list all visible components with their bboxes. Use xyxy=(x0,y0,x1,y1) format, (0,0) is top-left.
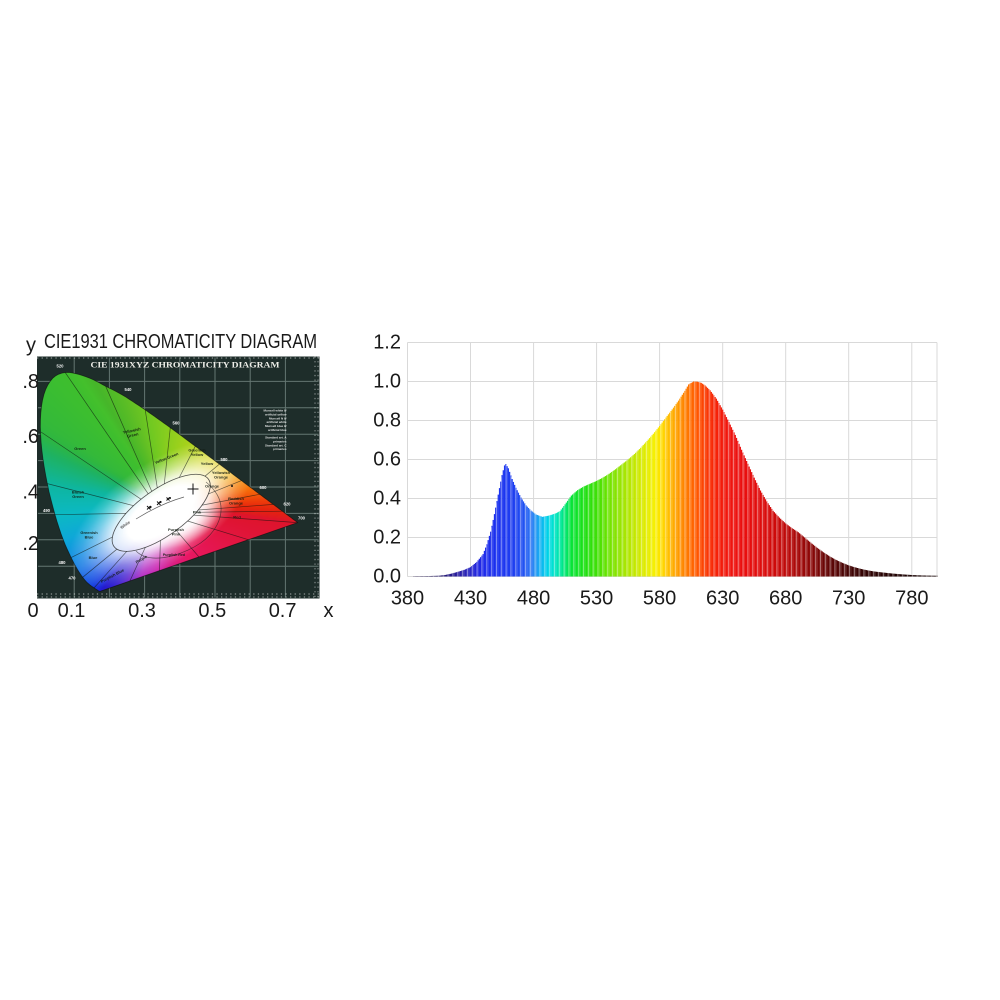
svg-text:490: 490 xyxy=(43,508,51,513)
svg-text:Green: Green xyxy=(74,446,86,451)
svg-text:Orange: Orange xyxy=(229,501,244,506)
svg-text:700: 700 xyxy=(298,516,306,521)
svg-text:1.0: 1.0 xyxy=(373,371,401,393)
svg-text:Greenish: Greenish xyxy=(80,530,98,535)
svg-text:Yellow: Yellow xyxy=(191,452,204,457)
svg-text:0.5: 0.5 xyxy=(198,600,226,622)
svg-text:0: 0 xyxy=(27,600,38,622)
svg-text:primaries: primaries xyxy=(273,447,287,451)
svg-text:Pink: Pink xyxy=(172,532,181,537)
svg-text:Blue: Blue xyxy=(89,555,98,560)
svg-text:artificial blue: artificial blue xyxy=(268,428,287,432)
svg-text:.4: .4 xyxy=(22,482,39,504)
svg-text:.6: .6 xyxy=(22,426,39,448)
svg-text:Green: Green xyxy=(72,494,84,499)
svg-text:480: 480 xyxy=(59,560,67,565)
svg-text:Purplish: Purplish xyxy=(168,527,185,532)
svg-text:x: x xyxy=(324,600,334,622)
svg-text:Reddish: Reddish xyxy=(228,496,244,501)
svg-text:Pink: Pink xyxy=(193,510,202,515)
svg-text:Greenish: Greenish xyxy=(188,448,206,453)
svg-text:730: 730 xyxy=(832,588,865,610)
svg-text:0.8: 0.8 xyxy=(373,410,401,432)
svg-text:primaries: primaries xyxy=(273,439,287,443)
svg-text:540: 540 xyxy=(125,387,133,392)
svg-text:480: 480 xyxy=(517,588,550,610)
svg-text:Red: Red xyxy=(233,515,241,520)
svg-text:0.7: 0.7 xyxy=(269,600,297,622)
svg-text:Yellowish: Yellowish xyxy=(212,470,231,475)
svg-text:Purplish Red: Purplish Red xyxy=(163,553,185,557)
svg-text:620: 620 xyxy=(284,502,292,507)
svg-text:0.6: 0.6 xyxy=(373,449,401,471)
svg-text:Bluish: Bluish xyxy=(72,490,85,495)
svg-text:0.3: 0.3 xyxy=(128,600,156,622)
svg-text:560: 560 xyxy=(173,421,181,426)
svg-text:Munsell blue 9/: Munsell blue 9/ xyxy=(265,424,287,428)
svg-text:artificial yellow: artificial yellow xyxy=(265,412,287,416)
svg-text:Blue: Blue xyxy=(85,535,94,540)
svg-text:artificial white: artificial white xyxy=(266,420,286,424)
svg-text:520: 520 xyxy=(57,364,65,369)
svg-text:430: 430 xyxy=(454,588,487,610)
svg-text:Purplish Blue: Purplish Blue xyxy=(100,567,126,584)
svg-text:Yellowish: Yellowish xyxy=(122,426,141,435)
svg-text:Standard art. A: Standard art. A xyxy=(265,436,287,440)
svg-text:600: 600 xyxy=(260,485,268,490)
svg-text:Orange: Orange xyxy=(214,475,229,480)
svg-text:Orange: Orange xyxy=(205,484,220,489)
svg-text:780: 780 xyxy=(895,588,928,610)
svg-text:580: 580 xyxy=(643,588,676,610)
svg-text:380: 380 xyxy=(391,588,424,610)
svg-text:Munsell white 9/: Munsell white 9/ xyxy=(263,409,286,413)
svg-text:CIE 1931XYZ CHROMATICITY DIAGR: CIE 1931XYZ CHROMATICITY DIAGRAM xyxy=(91,360,280,370)
svg-text:1.2: 1.2 xyxy=(373,332,401,354)
svg-text:Yellow: Yellow xyxy=(201,461,214,466)
svg-text:Purple: Purple xyxy=(135,554,149,565)
svg-text:Green: Green xyxy=(127,431,140,438)
svg-text:CIE1931 CHROMATICITY DIAGRAM: CIE1931 CHROMATICITY DIAGRAM xyxy=(44,331,317,353)
svg-text:630: 630 xyxy=(706,588,739,610)
svg-text:530: 530 xyxy=(580,588,613,610)
svg-text:0.2: 0.2 xyxy=(373,527,401,549)
svg-text:Standard art. C: Standard art. C xyxy=(265,443,287,447)
svg-text:0.4: 0.4 xyxy=(373,488,401,510)
svg-text:470: 470 xyxy=(69,576,77,581)
svg-text:White: White xyxy=(119,519,131,530)
svg-text:.8: .8 xyxy=(22,371,39,393)
svg-text:680: 680 xyxy=(769,588,802,610)
svg-text:.2: .2 xyxy=(22,533,39,555)
svg-text:Munsell N 9/: Munsell N 9/ xyxy=(269,416,287,420)
svg-text:0.0: 0.0 xyxy=(373,566,401,588)
svg-text:0.1: 0.1 xyxy=(58,600,86,622)
svg-text:580: 580 xyxy=(221,457,229,462)
svg-text:y: y xyxy=(26,335,36,357)
